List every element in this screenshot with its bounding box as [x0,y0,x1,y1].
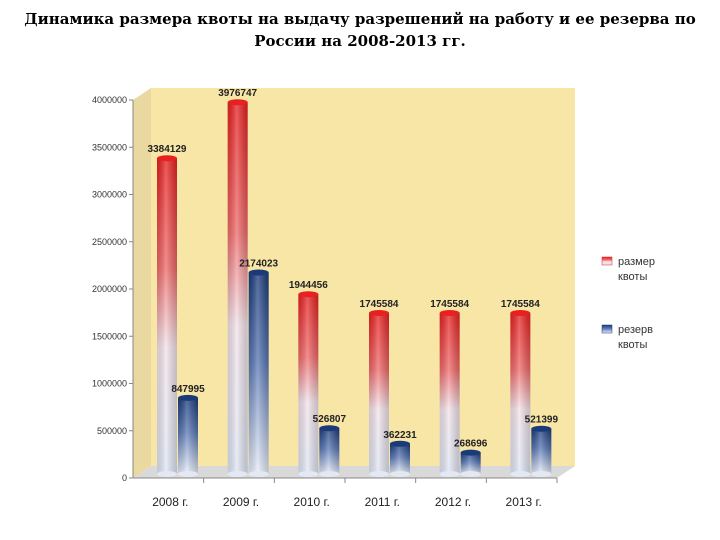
bar-cap [227,99,248,106]
bar-base [319,471,340,477]
bar-cap [390,440,410,447]
bar-shading [531,428,552,474]
y-tick-label: 3500000 [92,142,127,152]
legend-swatch-reserve [601,324,613,334]
bar-shading [178,397,198,474]
bar-base [178,471,198,477]
data-label: 268696 [454,439,488,450]
x-category-label: 2009 г. [223,495,259,509]
data-label: 1745584 [360,299,399,310]
bar-base [510,471,531,477]
y-tick-label: 0 [122,473,127,483]
data-label: 3976747 [218,88,257,99]
data-label: 1745584 [501,299,540,310]
bar-base [227,471,248,477]
x-category-label: 2012 г. [435,495,471,509]
y-tick-label: 1000000 [92,379,127,389]
legend-label-line-2: квоты [618,271,647,283]
bar-cap [460,449,481,456]
y-tick-label: 1500000 [92,331,127,341]
data-label: 847995 [171,384,205,395]
legend-label-line-2: квоты [618,339,647,351]
y-tick-label: 2500000 [92,237,127,247]
bar-cap [531,425,552,432]
data-label: 2174023 [239,259,278,270]
chart-title-line-1: Динамика размера квоты на выдачу разреше… [24,10,696,28]
bar-shading [157,158,177,474]
data-label: 362231 [383,430,417,441]
bar-shading [460,452,481,474]
bar-base [460,471,481,477]
x-category-label: 2008 г. [152,495,188,509]
data-label: 3384129 [148,144,187,155]
plot-floor [133,466,575,478]
x-category-label: 2010 г. [294,495,330,509]
plot-back-wall [151,88,575,466]
bar-cap [157,155,177,162]
bar-shading [369,313,389,474]
legend-label-line-1: размер [618,256,655,268]
bar-shading [248,272,269,474]
legend-swatch-quota [601,256,613,266]
x-category-label: 2011 г. [365,495,400,509]
bar-base [298,471,319,477]
bar-shading [510,313,531,474]
bar-shading [439,313,460,474]
bar-cap [248,269,269,276]
y-tick-label: 500000 [97,426,127,436]
plot-side-wall [133,88,151,478]
data-label: 526807 [313,414,347,425]
bar-shading [227,102,248,474]
bar-cap [439,310,460,317]
bar-cap [510,310,531,317]
bar-cap [369,310,389,317]
bar-shading [319,428,340,474]
data-label: 521399 [525,415,559,426]
bar-base [439,471,460,477]
bar-base [248,471,269,477]
bar-base [157,471,177,477]
bar-base [369,471,389,477]
bar-cap [178,394,198,401]
y-tick-label: 3000000 [92,190,127,200]
data-label: 1944456 [289,280,328,291]
data-label: 1745584 [430,299,469,310]
y-tick-label: 2000000 [92,284,127,294]
bar-base [531,471,552,477]
x-category-label: 2013 г. [506,495,542,509]
y-tick-label: 4000000 [92,95,127,105]
chart-title: Динамика размера квоты на выдачу разреше… [20,8,700,52]
bar-cap [298,291,319,298]
bar-shading [298,294,319,474]
bar-base [390,471,410,477]
chart-title-line-2: России на 2008-2013 гг. [254,32,466,50]
bar-shading [390,443,410,474]
bar-cap [319,425,340,432]
legend-label-line-1: резерв [618,324,653,336]
